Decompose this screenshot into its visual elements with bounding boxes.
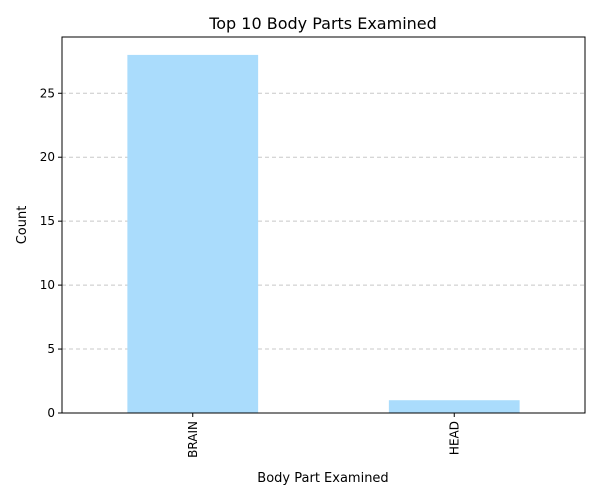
bars	[127, 54, 520, 414]
y-axis-ticks: 0 5 10 15 20 25	[40, 86, 62, 420]
x-tick-label: HEAD	[447, 421, 461, 455]
y-tick-label: 0	[47, 406, 55, 420]
y-axis-label: Count	[15, 206, 30, 245]
y-tick-label: 5	[47, 342, 55, 356]
y-tick-label: 20	[40, 150, 55, 164]
y-tick-label: 25	[40, 86, 55, 100]
x-axis-label: Body Part Examined	[257, 471, 388, 486]
x-axis-ticks: BRAIN HEAD	[186, 413, 461, 458]
x-tick-label: BRAIN	[186, 421, 200, 458]
bar-brain	[127, 54, 259, 414]
bar-head	[388, 400, 520, 413]
y-tick-label: 10	[40, 278, 55, 292]
y-tick-label: 15	[40, 214, 55, 228]
chart-title: Top 10 Body Parts Examined	[208, 14, 437, 33]
plot-area-frame	[61, 36, 586, 414]
